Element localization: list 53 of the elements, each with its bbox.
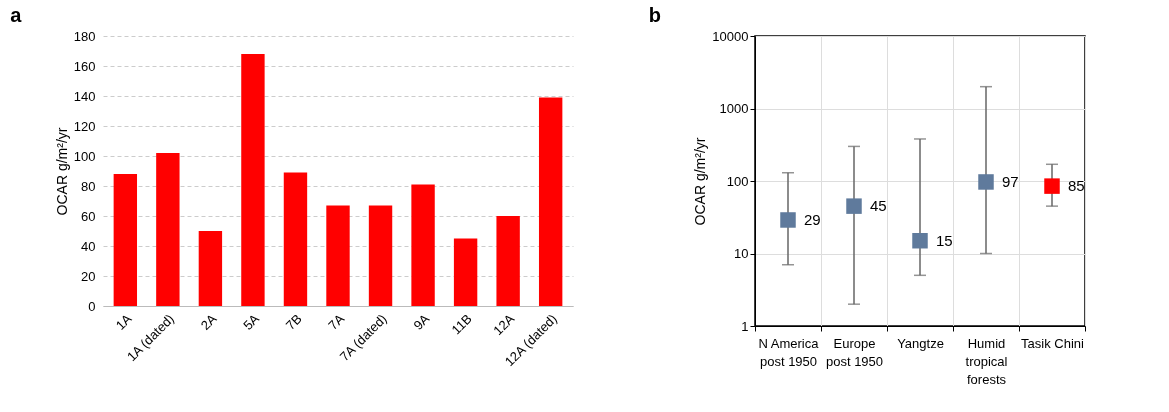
y-tick-label: 10000 bbox=[712, 28, 749, 44]
bar bbox=[453, 238, 478, 306]
chart-title: b bbox=[648, 4, 662, 26]
x-tick-label: 11B bbox=[448, 311, 475, 338]
bar bbox=[496, 216, 520, 306]
y-tick-label: 180 bbox=[73, 28, 96, 44]
x-tick-label: Tasik Chini bbox=[1021, 335, 1085, 351]
bar bbox=[368, 205, 393, 306]
y-tick-label: 1 bbox=[741, 318, 749, 334]
point bbox=[1044, 178, 1060, 194]
y-tick-label: 10 bbox=[734, 246, 749, 261]
y-tick-label: 1000 bbox=[719, 101, 749, 116]
y-tick-label: 100 bbox=[726, 173, 749, 189]
point bbox=[780, 212, 796, 228]
x-tick-label: 2A bbox=[197, 310, 220, 333]
y-axis-title: OCAR g/m²/yr bbox=[692, 137, 709, 226]
y-tick-label: 160 bbox=[73, 58, 96, 74]
bar bbox=[241, 54, 265, 306]
chart-title: a bbox=[10, 4, 23, 26]
x-tick-label: Europe post 1950 bbox=[825, 335, 884, 369]
bar bbox=[411, 184, 435, 306]
data-label: 29 bbox=[804, 210, 821, 228]
y-tick-label: 80 bbox=[81, 178, 96, 194]
bar bbox=[198, 231, 223, 306]
x-tick-label: 1A bbox=[112, 310, 135, 333]
x-tick-label: 9A bbox=[410, 310, 433, 333]
x-tick-label: 7A bbox=[325, 310, 348, 333]
data-label: 15 bbox=[936, 231, 953, 249]
x-tick-label: N America post 1950 bbox=[758, 335, 820, 369]
y-tick-label: 60 bbox=[81, 208, 96, 224]
x-tick-label: 7B bbox=[282, 311, 305, 333]
y-tick-label: 40 bbox=[81, 238, 96, 254]
y-tick-label: 140 bbox=[73, 88, 96, 104]
data-label: 85 bbox=[1068, 177, 1085, 195]
point bbox=[978, 174, 994, 190]
y-tick-label: 0 bbox=[88, 298, 96, 314]
y-axis-title: OCAR g/m²/yr bbox=[53, 127, 70, 216]
point bbox=[912, 232, 928, 249]
x-tick-label: Humid tropical forests bbox=[965, 335, 1008, 387]
x-tick-label: 12A bbox=[490, 310, 518, 339]
y-tick-label: 100 bbox=[73, 148, 96, 164]
bar bbox=[113, 174, 138, 306]
y-tick-label: 120 bbox=[73, 118, 96, 134]
data-label: 45 bbox=[870, 197, 887, 215]
bar bbox=[538, 97, 563, 306]
x-tick-label: 5A bbox=[240, 310, 263, 333]
bar bbox=[326, 205, 350, 306]
data-label: 97 bbox=[1002, 172, 1019, 190]
bar bbox=[156, 153, 180, 306]
bar bbox=[283, 172, 308, 306]
x-tick-label: Yangtze bbox=[897, 335, 944, 351]
point bbox=[846, 198, 862, 214]
y-tick-label: 20 bbox=[81, 268, 96, 284]
